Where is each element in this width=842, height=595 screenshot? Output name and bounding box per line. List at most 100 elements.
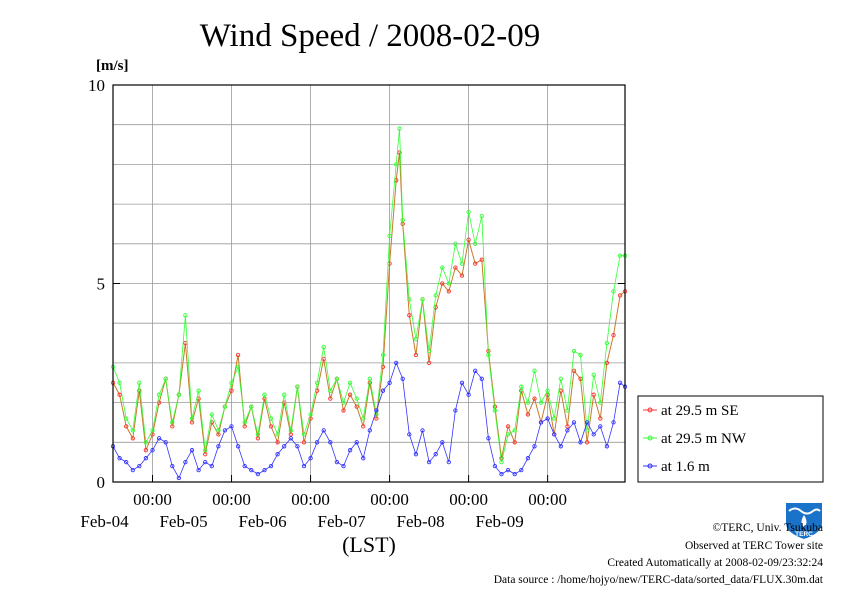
data-point xyxy=(347,392,353,397)
data-point xyxy=(321,428,326,433)
data-point xyxy=(571,368,577,373)
data-point xyxy=(222,404,228,409)
legend-label: at 1.6 m xyxy=(661,459,710,475)
data-point xyxy=(453,241,458,246)
x-tick-time: 00:00 xyxy=(528,490,567,509)
legend: at 29.5 m SE at 29.5 m NW at 1.6 m xyxy=(637,395,824,483)
data-point xyxy=(545,388,550,393)
footer-observed: Observed at TERC Tower site xyxy=(685,540,823,552)
data-point xyxy=(545,416,550,421)
data-point xyxy=(552,416,557,421)
data-point xyxy=(170,420,175,425)
data-point xyxy=(249,467,254,473)
data-point xyxy=(314,440,320,445)
data-point xyxy=(216,432,221,437)
data-point xyxy=(532,368,537,373)
data-point xyxy=(380,352,386,358)
data-point xyxy=(209,412,214,417)
data-point xyxy=(407,313,412,318)
data-point xyxy=(492,463,498,469)
data-point xyxy=(611,420,616,425)
series-line xyxy=(112,152,626,459)
x-tick-date: Feb-08 xyxy=(397,512,445,531)
data-point xyxy=(170,463,175,469)
data-point xyxy=(532,444,537,449)
data-point xyxy=(420,428,425,433)
data-point xyxy=(604,444,610,449)
data-point xyxy=(545,392,550,397)
data-point xyxy=(413,336,419,342)
data-point xyxy=(354,440,359,445)
x-axis-label: (LST) xyxy=(342,532,396,557)
data-point xyxy=(314,380,320,385)
data-point xyxy=(466,209,471,215)
data-point xyxy=(466,392,471,397)
data-point xyxy=(584,420,590,425)
series-line xyxy=(112,128,625,463)
data-point xyxy=(235,444,241,449)
x-tick-date: Feb-06 xyxy=(238,512,286,531)
data-point xyxy=(479,376,484,381)
data-point xyxy=(519,384,524,389)
data-point xyxy=(117,392,122,397)
data-point xyxy=(571,420,577,425)
data-point xyxy=(150,428,155,433)
data-point xyxy=(255,432,261,437)
data-point xyxy=(341,463,346,469)
data-point xyxy=(512,471,517,477)
grid xyxy=(113,85,625,482)
data-point xyxy=(268,424,274,429)
y-tick-label: 10 xyxy=(88,76,105,95)
data-point xyxy=(486,352,491,358)
data-point xyxy=(459,261,465,266)
data-point xyxy=(242,463,247,469)
data-point xyxy=(124,416,129,421)
data-point xyxy=(347,448,353,453)
data-point xyxy=(604,360,610,366)
data-point xyxy=(479,213,484,219)
data-point xyxy=(150,432,155,437)
data-point xyxy=(525,456,531,461)
data-point xyxy=(617,293,623,298)
data-point xyxy=(611,289,616,294)
data-point xyxy=(617,253,623,258)
data-point xyxy=(397,126,402,131)
series-line xyxy=(112,361,626,479)
data-point xyxy=(532,396,537,401)
data-point xyxy=(189,420,195,425)
x-tick-time: 00:00 xyxy=(291,490,330,509)
data-point xyxy=(578,352,583,358)
data-point xyxy=(473,261,478,266)
footer-copyright: ©TERC, Univ. Tsukuba xyxy=(713,522,823,534)
data-point xyxy=(604,340,610,346)
x-tick-date: Feb-04 xyxy=(80,512,129,531)
data-point xyxy=(598,416,603,421)
legend-marker xyxy=(647,463,653,469)
legend-marker xyxy=(647,407,653,413)
data-point xyxy=(367,376,372,381)
x-tick-time: 00:00 xyxy=(212,490,251,509)
data-point xyxy=(354,404,359,409)
data-point xyxy=(275,452,280,457)
data-point xyxy=(216,428,221,433)
data-point xyxy=(203,448,208,453)
data-point xyxy=(209,463,214,469)
data-point xyxy=(255,471,261,477)
data-point xyxy=(512,428,517,433)
data-point xyxy=(216,444,221,449)
data-point xyxy=(163,440,168,445)
data-point xyxy=(176,392,182,397)
data-point xyxy=(492,408,498,413)
x-tick-time: 00:00 xyxy=(449,490,488,509)
data-point xyxy=(354,396,359,401)
y-axis-ticks: 0 5 10 xyxy=(88,76,625,492)
data-point xyxy=(262,392,267,397)
data-point xyxy=(440,440,445,445)
data-point xyxy=(505,424,511,429)
data-point xyxy=(571,348,577,354)
data-point xyxy=(473,241,478,246)
data-point xyxy=(512,440,517,445)
data-point xyxy=(591,432,596,437)
data-point xyxy=(334,376,340,381)
data-point xyxy=(453,265,458,270)
